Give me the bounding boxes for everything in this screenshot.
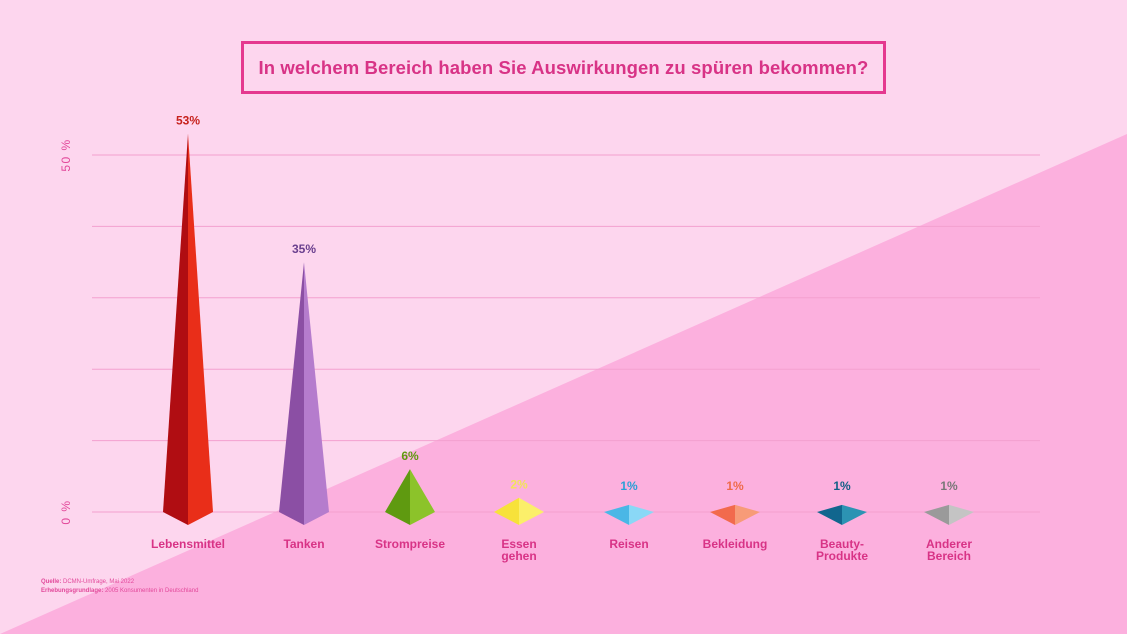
value-label: 2% (510, 478, 528, 492)
bar-right-face (188, 133, 213, 525)
category-label: Anderer (926, 537, 972, 551)
basis-label: Erhebungsgrundlage: (41, 588, 104, 594)
bar-right-face (842, 504, 867, 525)
bar-left-face (385, 469, 410, 525)
value-label: 53% (176, 114, 200, 128)
source-note: Quelle: DCMN-Umfrage, Mai 2022 Erhebungs… (41, 578, 198, 596)
category-label: Strompreise (375, 537, 445, 551)
chart-title-box: In welchem Bereich haben Sie Auswirkunge… (241, 41, 886, 94)
y-tick-label: 0 % (59, 499, 73, 524)
y-axis: 0 % 50 % (59, 138, 73, 524)
bar-right-face (519, 497, 544, 525)
category-label: Tanken (283, 537, 324, 551)
bar-left-face (163, 133, 188, 525)
bar (604, 504, 654, 525)
category-label: Reisen (609, 537, 648, 551)
value-label: 35% (292, 242, 316, 256)
value-label: 1% (726, 479, 744, 493)
chart-title: In welchem Bereich haben Sie Auswirkunge… (258, 56, 869, 78)
y-tick-label: 50 % (59, 138, 73, 171)
bar (494, 497, 544, 525)
bar (163, 133, 213, 525)
source-label: Quelle: (41, 579, 62, 585)
source-text: DCMN-Umfrage, Mai 2022 (63, 579, 135, 585)
bar-left-face (710, 504, 735, 525)
category-label: Lebensmittel (151, 537, 225, 551)
category-label: Bekleidung (703, 537, 768, 551)
bar-left-face (604, 504, 629, 525)
value-label: 1% (833, 479, 851, 493)
bar (385, 469, 435, 525)
value-label: 1% (620, 479, 638, 493)
category-label: gehen (501, 549, 536, 563)
bar-right-face (629, 504, 654, 525)
bar-right-face (949, 504, 974, 525)
value-label: 1% (940, 479, 958, 493)
bar (924, 504, 974, 525)
bar-right-face (304, 262, 329, 525)
bar-right-face (735, 504, 760, 525)
bars (163, 133, 974, 525)
category-label: Bereich (927, 549, 971, 563)
bar-left-face (494, 497, 519, 525)
category-label: Beauty- (820, 537, 864, 551)
bar-left-face (817, 504, 842, 525)
bar-left-face (924, 504, 949, 525)
bar (710, 504, 760, 525)
bar (279, 262, 329, 525)
basis-text: 2005 Konsumenten in Deutschland (105, 588, 199, 594)
category-label: Essen (501, 537, 536, 551)
grid-lines (92, 154, 1040, 513)
bar-left-face (279, 262, 304, 525)
bar (817, 504, 867, 525)
bar-right-face (410, 469, 435, 525)
value-label: 6% (401, 449, 419, 463)
value-labels: 53% 35% 6% 2% 1% 1% 1% 1% (176, 114, 958, 493)
category-label: Produkte (816, 549, 868, 563)
